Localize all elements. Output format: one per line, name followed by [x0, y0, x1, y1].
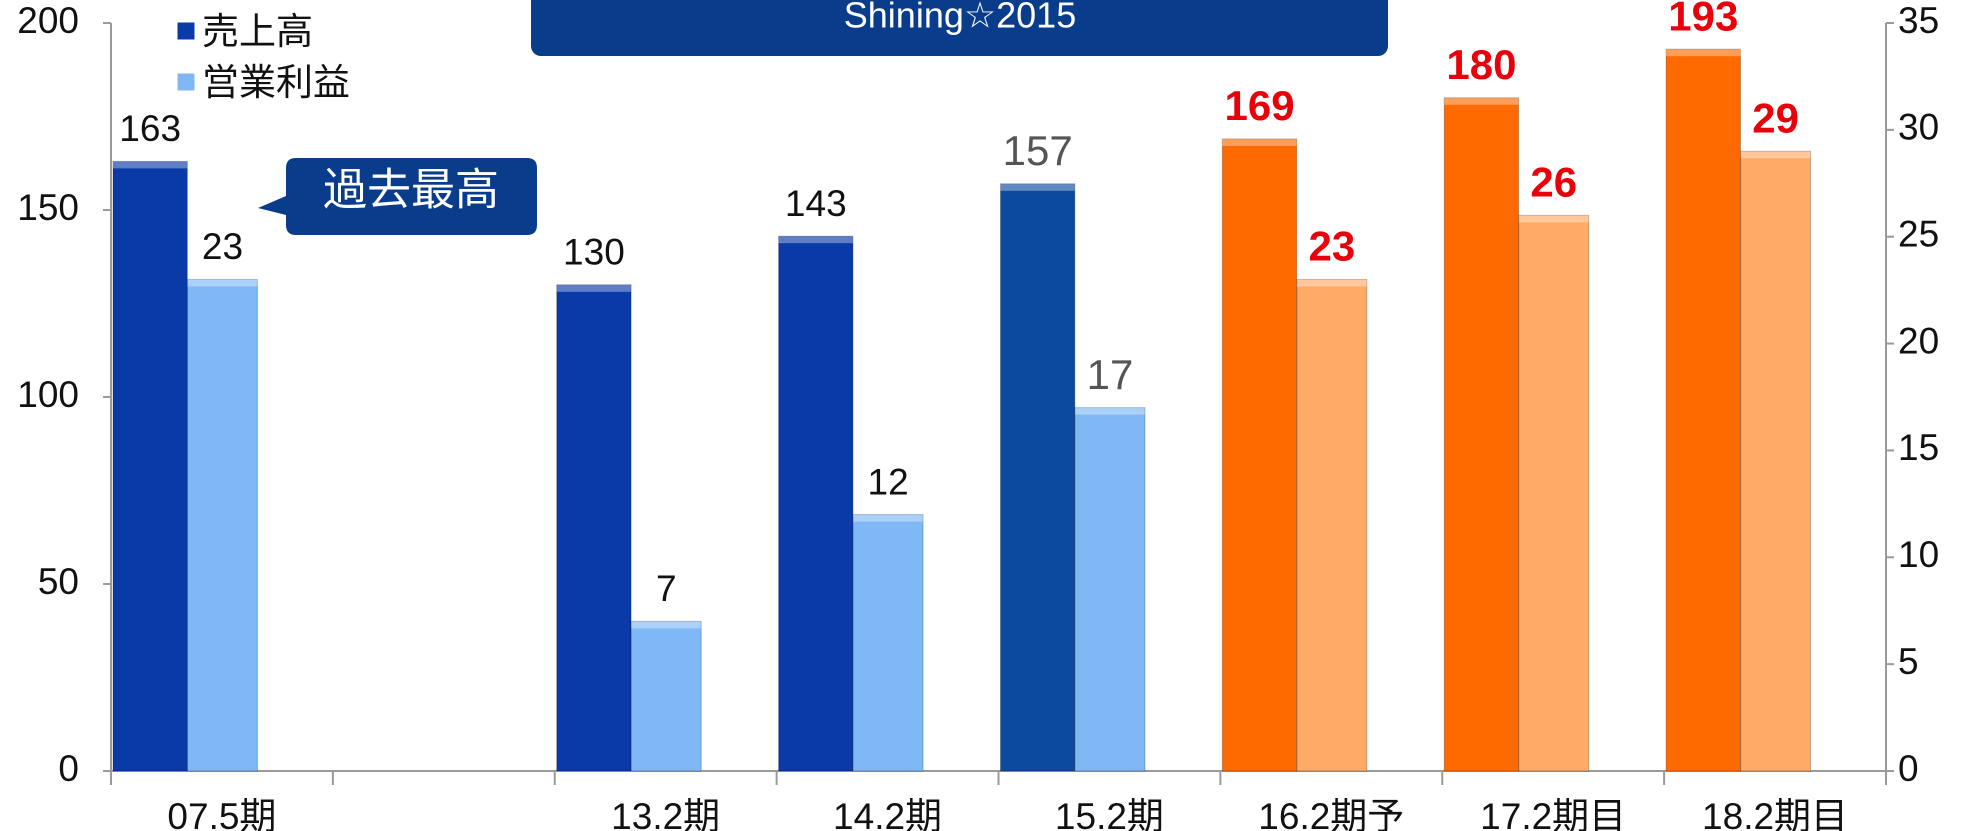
bar: [1665, 48, 1741, 772]
y2-tick-label: 15: [1898, 427, 1939, 468]
bar-top: [1075, 407, 1145, 415]
data-label: 26: [1530, 158, 1577, 205]
bar: [630, 620, 702, 772]
bar-top: [187, 279, 258, 287]
data-label: 143: [785, 183, 847, 224]
bar-top: [556, 284, 632, 292]
legend-swatch: [176, 72, 196, 92]
y2-tick-label: 35: [1898, 0, 1939, 41]
data-label: 17: [1087, 351, 1134, 398]
bar-top: [1740, 151, 1811, 159]
x-tick-label: 07.5期: [167, 796, 276, 831]
bar-top: [1296, 279, 1367, 287]
bar-top: [113, 161, 188, 169]
bar: [112, 160, 188, 772]
callout: [258, 158, 537, 235]
y2-tick-label: 25: [1898, 213, 1939, 254]
bar-top: [1518, 215, 1589, 223]
data-label: 180: [1446, 41, 1516, 88]
x-tick-label: 14.2期: [833, 796, 942, 831]
bar: [1221, 138, 1298, 772]
bar-top: [631, 621, 702, 629]
data-label: 23: [1309, 223, 1356, 270]
data-label: 169: [1225, 82, 1295, 129]
y2-tick-label: 0: [1898, 748, 1919, 789]
bar-top: [1222, 138, 1297, 146]
data-label: 29: [1752, 94, 1799, 141]
legend-swatch: [176, 21, 196, 41]
data-label: 163: [119, 108, 181, 149]
x-tick-label: 18.2期目: [1702, 796, 1848, 831]
x-tick-label: 13.2期: [611, 796, 720, 831]
bar-top: [1000, 183, 1075, 191]
y-tick-label: 50: [38, 561, 79, 602]
bar-top: [778, 236, 853, 244]
y-tick-label: 150: [17, 187, 79, 228]
data-label: 12: [868, 461, 909, 502]
bar: [1443, 97, 1520, 772]
y-tick-label: 100: [17, 374, 79, 415]
bar: [1000, 183, 1076, 772]
bar: [1296, 278, 1368, 772]
x-tick-label: 15.2期: [1055, 796, 1164, 831]
callout-text: 過去最高: [323, 166, 499, 215]
x-tick-label: 16.2期予: [1258, 796, 1404, 831]
y2-tick-label: 5: [1898, 641, 1919, 682]
y2-tick-label: 20: [1898, 320, 1939, 361]
bar: [1074, 407, 1146, 772]
y2-tick-label: 10: [1898, 534, 1939, 575]
bar: [1518, 214, 1590, 772]
data-label: 130: [563, 232, 625, 273]
bar: [187, 278, 258, 772]
x-tick-label: 17.2期目: [1480, 796, 1626, 831]
chart-title: Shining☆2015: [844, 0, 1076, 36]
data-label: 7: [656, 568, 677, 609]
y-tick-label: 200: [17, 0, 79, 41]
y-tick-label: 0: [58, 748, 79, 789]
data-label: 157: [1003, 127, 1073, 174]
data-label: 23: [202, 226, 243, 267]
bar: [778, 235, 854, 772]
bar-top: [1444, 97, 1519, 105]
title-banner: [531, 0, 1388, 56]
bar: [556, 284, 632, 772]
bar: [852, 514, 924, 772]
bar: [1740, 150, 1812, 772]
data-label: 193: [1668, 0, 1738, 39]
bar-top: [1666, 49, 1741, 57]
bar-top: [853, 514, 924, 522]
legend-label: 営業利益: [202, 62, 350, 103]
y2-tick-label: 30: [1898, 107, 1939, 148]
legend-label: 売上高: [202, 11, 313, 52]
